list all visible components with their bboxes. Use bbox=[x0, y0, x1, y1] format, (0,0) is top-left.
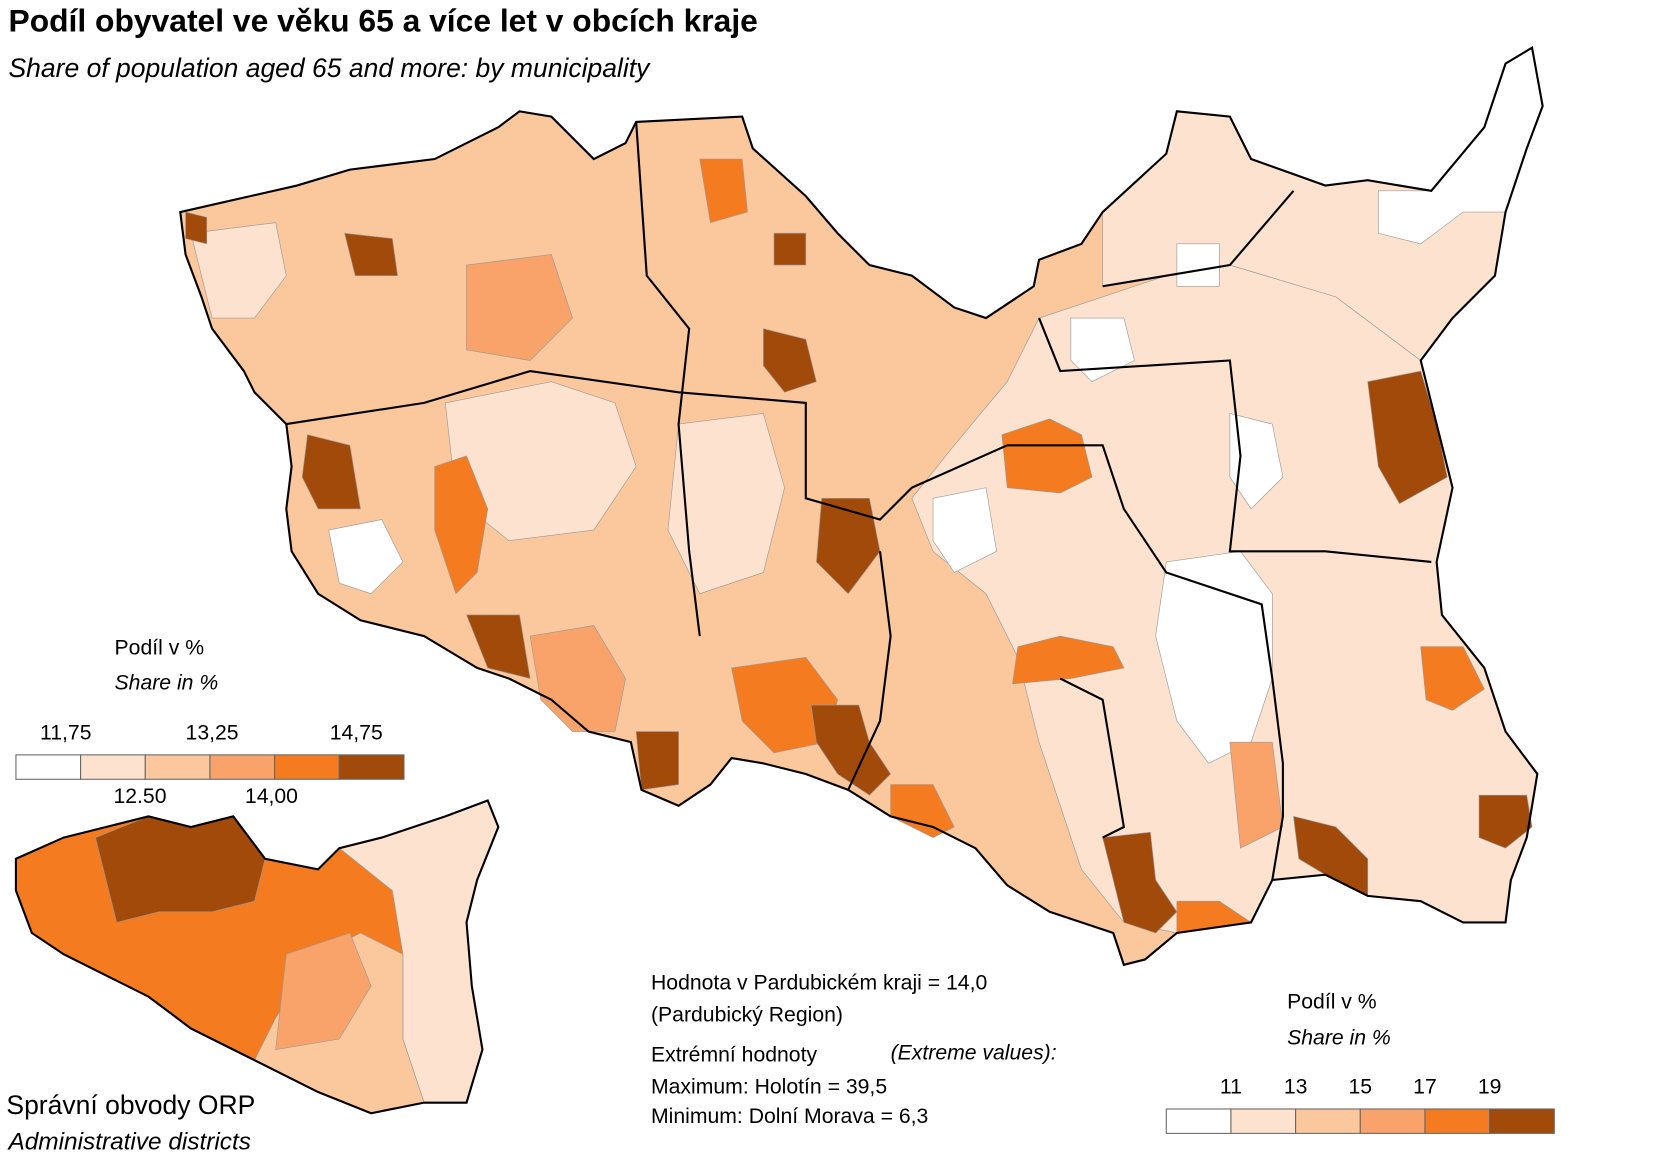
district bbox=[328, 519, 404, 595]
district bbox=[1176, 243, 1220, 287]
district bbox=[185, 211, 208, 245]
inset-subtitle: Administrative districts bbox=[7, 1128, 251, 1155]
district bbox=[810, 704, 892, 796]
main-legend: Podíl v % Share in % 11,75 13,25 14,75 1… bbox=[15, 636, 405, 808]
district bbox=[667, 413, 785, 595]
district bbox=[1478, 794, 1533, 849]
district-border bbox=[286, 369, 1274, 679]
legend-break: 13,25 bbox=[186, 721, 239, 744]
legend-title: Podíl v % bbox=[1287, 991, 1377, 1014]
district-border bbox=[847, 551, 892, 791]
legend-break: 17 bbox=[1413, 1075, 1437, 1098]
district bbox=[1229, 413, 1284, 510]
district bbox=[1420, 646, 1485, 711]
legend-swatch bbox=[144, 754, 211, 780]
district bbox=[466, 614, 531, 679]
district bbox=[1367, 370, 1448, 505]
legend-break: 12.50 bbox=[113, 785, 166, 808]
district bbox=[1377, 47, 1543, 245]
note: Minimum: Dolní Morava = 6,3 bbox=[651, 1105, 928, 1128]
legend-swatch bbox=[80, 754, 146, 780]
district bbox=[466, 254, 573, 361]
note: Maximum: Holotín = 39,5 bbox=[651, 1075, 887, 1098]
district bbox=[190, 222, 287, 319]
legend-swatch bbox=[1165, 1108, 1232, 1134]
main-map bbox=[179, 46, 1544, 967]
legend-swatch bbox=[209, 754, 276, 780]
note: (Pardubický Region) bbox=[651, 1003, 843, 1026]
legend-break: 14,00 bbox=[245, 785, 298, 808]
inset-border bbox=[14, 799, 500, 1115]
district bbox=[1001, 418, 1093, 494]
legend-break: 19 bbox=[1478, 1075, 1502, 1098]
legend-break: 11,75 bbox=[40, 721, 91, 744]
legend-swatch bbox=[1424, 1108, 1491, 1134]
note: Hodnota v Pardubickém kraji = 14,0 bbox=[651, 971, 987, 994]
legend-swatch bbox=[1359, 1108, 1426, 1134]
note: Extrémní hodnoty bbox=[651, 1044, 817, 1067]
district bbox=[1012, 635, 1125, 685]
inset-title: Správní obvody ORP bbox=[6, 1090, 255, 1120]
legend-swatch bbox=[15, 754, 82, 780]
legend-swatch bbox=[1230, 1108, 1297, 1134]
district bbox=[816, 497, 881, 595]
district bbox=[1102, 831, 1178, 934]
district bbox=[301, 434, 361, 510]
district-border bbox=[1271, 678, 1284, 881]
legend-break: 14,75 bbox=[330, 721, 383, 744]
district bbox=[773, 232, 807, 266]
inset-map: Správní obvody ORP Administrative distri… bbox=[6, 799, 500, 1155]
district bbox=[635, 731, 679, 791]
legend-break: 13 bbox=[1284, 1075, 1308, 1098]
district bbox=[699, 158, 748, 224]
inset-district bbox=[275, 932, 372, 1050]
legend-subtitle: Share in % bbox=[1287, 1027, 1391, 1050]
title: Podíl obyvatel ve věku 65 a více let v o… bbox=[9, 3, 758, 39]
legend-swatch bbox=[274, 754, 340, 780]
district bbox=[344, 232, 398, 276]
note: (Extreme values): bbox=[891, 1041, 1057, 1064]
district bbox=[1070, 317, 1135, 383]
district-border bbox=[1059, 677, 1126, 839]
district-border bbox=[1102, 190, 1295, 288]
inset-legend: Podíl v % Share in % 11 13 15 17 19 bbox=[1165, 991, 1555, 1134]
district bbox=[434, 455, 489, 595]
district bbox=[1229, 741, 1284, 849]
region-border bbox=[179, 46, 1544, 967]
legend-swatch bbox=[1489, 1108, 1555, 1134]
notes: Hodnota v Pardubickém kraji = 14,0 (Pard… bbox=[651, 971, 1057, 1128]
legend-swatch bbox=[338, 754, 405, 780]
legend-title: Podíl v % bbox=[115, 636, 205, 659]
legend-break: 15 bbox=[1349, 1075, 1373, 1098]
legend-break: 11 bbox=[1220, 1075, 1242, 1098]
district bbox=[763, 328, 817, 393]
district bbox=[529, 625, 626, 732]
subtitle: Share of population aged 65 and more: by… bbox=[9, 53, 652, 83]
district-border bbox=[635, 121, 701, 637]
district bbox=[932, 487, 997, 573]
legend-swatch bbox=[1295, 1108, 1361, 1134]
legend-subtitle: Share in % bbox=[115, 671, 219, 694]
district-border bbox=[1038, 317, 1432, 563]
